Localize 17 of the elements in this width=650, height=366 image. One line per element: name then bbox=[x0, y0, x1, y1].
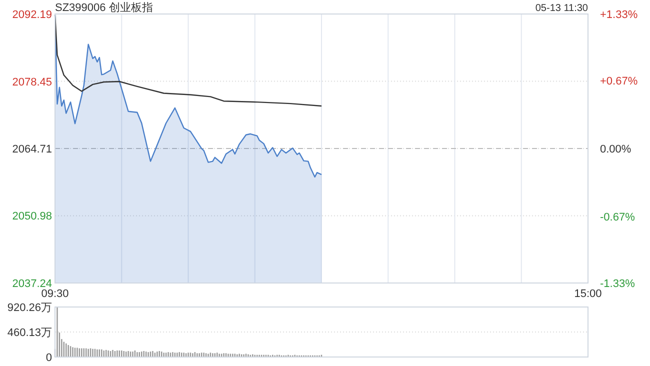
y-tick-label: 2092.19 bbox=[12, 9, 52, 21]
y2-tick-label: 0.00% bbox=[600, 144, 632, 156]
y-tick-label: 460.13万 bbox=[7, 327, 52, 339]
y2-tick-label: -1.33% bbox=[600, 278, 636, 290]
y-tick-label: 0 bbox=[46, 352, 52, 364]
y2-tick-label: +1.33% bbox=[600, 9, 638, 21]
x-tick-label: 09:30 bbox=[41, 288, 69, 300]
y2-tick-label: -0.67% bbox=[600, 211, 636, 224]
y-tick-label: 920.26万 bbox=[7, 302, 52, 314]
y-tick-label: 2078.45 bbox=[12, 76, 52, 88]
x-tick-label: 15:00 bbox=[574, 288, 602, 300]
chart-title: SZ399006 创业板指 bbox=[55, 1, 153, 14]
y-tick-label: 2037.24 bbox=[12, 278, 52, 290]
y-tick-label: 2064.71 bbox=[12, 144, 52, 156]
y2-tick-label: +0.67% bbox=[600, 76, 638, 88]
annotation: 05-13 11:30 bbox=[535, 3, 588, 14]
y-tick-label: 2050.98 bbox=[12, 210, 52, 223]
